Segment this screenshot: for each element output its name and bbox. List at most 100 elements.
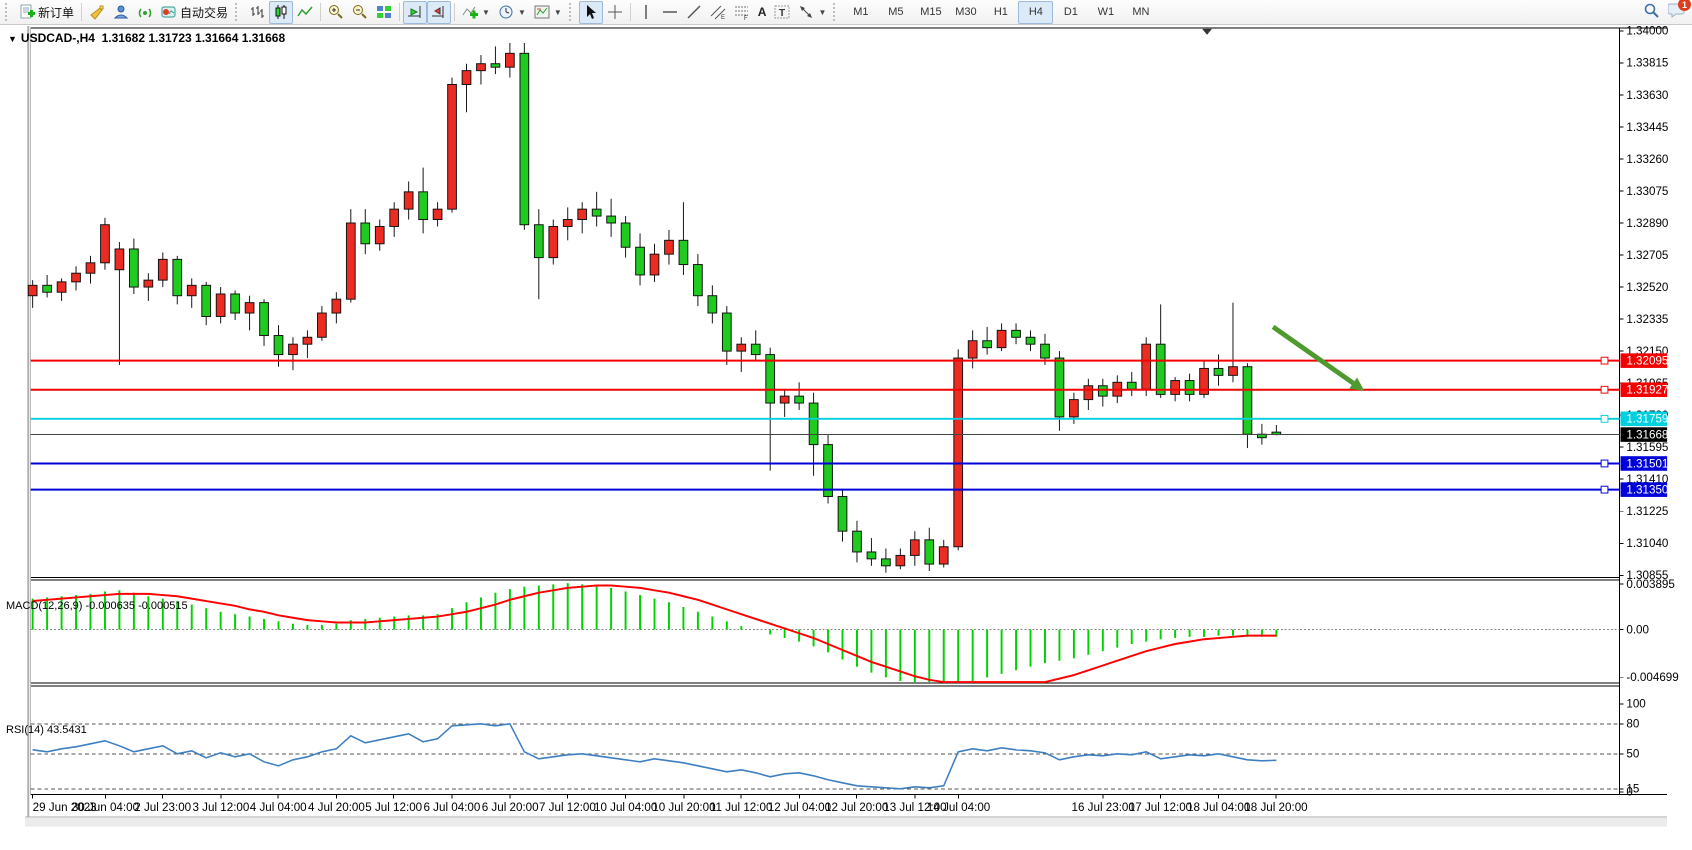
candle-bear[interactable] <box>823 444 833 498</box>
text-label-tool-button[interactable]: T <box>770 1 794 24</box>
line-handle[interactable] <box>1600 459 1609 468</box>
candle-bull[interactable] <box>432 208 443 221</box>
candle-bear[interactable] <box>519 52 530 226</box>
candle-bear[interactable] <box>418 191 428 221</box>
candle-bull[interactable] <box>186 284 197 297</box>
candle-bull[interactable] <box>27 284 38 297</box>
candle-bear[interactable] <box>620 222 631 248</box>
toolbar-grip[interactable] <box>235 3 242 21</box>
candle-bear[interactable] <box>1155 343 1166 395</box>
candle-bull[interactable] <box>548 225 559 259</box>
timeframe-m15-button[interactable]: M15 <box>920 6 942 18</box>
toolbar-grip[interactable] <box>568 3 576 21</box>
candle-bull[interactable] <box>403 191 414 210</box>
candle-bear[interactable] <box>765 354 776 404</box>
candle-bull[interactable] <box>56 281 67 293</box>
candle-bear[interactable] <box>707 295 718 314</box>
candle-bull[interactable] <box>244 302 255 314</box>
periods-button[interactable]: ▼ <box>494 1 530 24</box>
candle-bull[interactable] <box>85 262 96 274</box>
chart-shift-button[interactable] <box>427 0 452 24</box>
account-button[interactable] <box>109 1 133 24</box>
candle-bear[interactable] <box>172 258 183 297</box>
toolbar-grip[interactable] <box>5 3 12 21</box>
candle-bull[interactable] <box>953 357 964 548</box>
line-handle[interactable] <box>1600 485 1609 494</box>
candle-bull[interactable] <box>143 279 154 288</box>
candle-bear[interactable] <box>230 293 240 314</box>
notifications-chat-icon[interactable]: 1 <box>1667 0 1691 23</box>
candle-bull[interactable] <box>114 248 125 271</box>
arrows-tool-button[interactable]: ▼ <box>794 1 830 24</box>
timeframe-h1-button[interactable]: H1 <box>993 6 1008 18</box>
tile-windows-button[interactable] <box>372 1 396 24</box>
candle-bear[interactable] <box>866 551 877 560</box>
candle-bull[interactable] <box>476 63 486 72</box>
zoom-out-button[interactable] <box>348 1 372 24</box>
candle-bear[interactable] <box>1126 381 1137 390</box>
candle-bull[interactable] <box>967 340 978 359</box>
candle-bear[interactable] <box>1025 336 1036 345</box>
notify-button[interactable] <box>85 1 109 24</box>
auto-trading-button[interactable]: 自动交易 <box>157 1 232 24</box>
candle-bear[interactable] <box>808 402 819 446</box>
candle-bear[interactable] <box>1213 367 1224 376</box>
candle-bear[interactable] <box>201 284 212 317</box>
candle-bull[interactable] <box>779 395 790 404</box>
equidistant-channel-tool-button[interactable]: E <box>706 1 730 24</box>
candle-bear[interactable] <box>42 284 52 293</box>
candle-bear[interactable] <box>1054 357 1065 418</box>
chart-collapse-icon[interactable]: ▼ <box>8 34 17 44</box>
zoom-in-button[interactable] <box>324 1 348 24</box>
candle-bull[interactable] <box>736 343 747 352</box>
candle-bear[interactable] <box>924 539 935 565</box>
candle-bull[interactable] <box>1083 385 1094 401</box>
candle-bear[interactable] <box>1097 385 1108 397</box>
chart-shift-marker[interactable] <box>1202 28 1212 35</box>
candle-bull[interactable] <box>562 219 573 227</box>
candle-bull[interactable] <box>505 52 515 68</box>
candle-bear[interactable] <box>273 335 284 356</box>
candle-bull[interactable] <box>996 329 1007 349</box>
cursor-tool-button[interactable] <box>578 0 603 24</box>
candle-bear[interactable] <box>635 246 645 276</box>
candle-bear[interactable] <box>1011 329 1021 338</box>
candle-bear[interactable] <box>750 343 761 356</box>
line-handle[interactable] <box>1600 356 1609 365</box>
candle-bull[interactable] <box>1228 366 1238 376</box>
indicators-button[interactable]: ▼ <box>458 1 494 24</box>
candle-bear[interactable] <box>360 222 371 245</box>
candle-bull[interactable] <box>331 298 342 314</box>
candle-bull[interactable] <box>895 554 906 567</box>
timeframe-d1-button[interactable]: D1 <box>1063 6 1078 18</box>
candle-bear[interactable] <box>606 215 616 224</box>
toolbar-grip[interactable] <box>833 3 840 21</box>
candle-bear[interactable] <box>1242 366 1253 435</box>
candle-bull[interactable] <box>447 84 457 210</box>
candle-bull[interactable] <box>909 539 920 556</box>
candle-bull[interactable] <box>938 546 949 565</box>
line-chart-button[interactable] <box>293 1 317 24</box>
timeframe-mn-button[interactable]: MN <box>1132 6 1150 18</box>
candle-bull[interactable] <box>664 239 674 255</box>
candle-bear[interactable] <box>794 395 804 404</box>
text-tool-button[interactable]: A <box>754 1 771 24</box>
candle-bull[interactable] <box>157 258 168 281</box>
timeframe-m5-button[interactable]: M5 <box>888 6 904 18</box>
crosshair-tool-button[interactable] <box>603 1 627 24</box>
fibonacci-tool-button[interactable]: F <box>730 1 754 24</box>
candle-bear[interactable] <box>1184 380 1195 395</box>
candle-bull[interactable] <box>345 222 356 300</box>
candle-bull[interactable] <box>317 312 327 338</box>
candle-bull[interactable] <box>1199 367 1209 395</box>
auto-scroll-button[interactable] <box>403 0 428 24</box>
candle-bull[interactable] <box>215 293 226 317</box>
candle-bear[interactable] <box>591 208 602 217</box>
candle-bull[interactable] <box>100 224 110 264</box>
trend-arrow-annotation[interactable] <box>1271 324 1365 391</box>
candle-bear[interactable] <box>721 312 732 352</box>
candle-bear[interactable] <box>693 264 703 297</box>
candle-bear[interactable] <box>1040 343 1050 359</box>
candle-bull[interactable] <box>1170 380 1180 395</box>
bar-chart-button[interactable] <box>245 1 269 24</box>
